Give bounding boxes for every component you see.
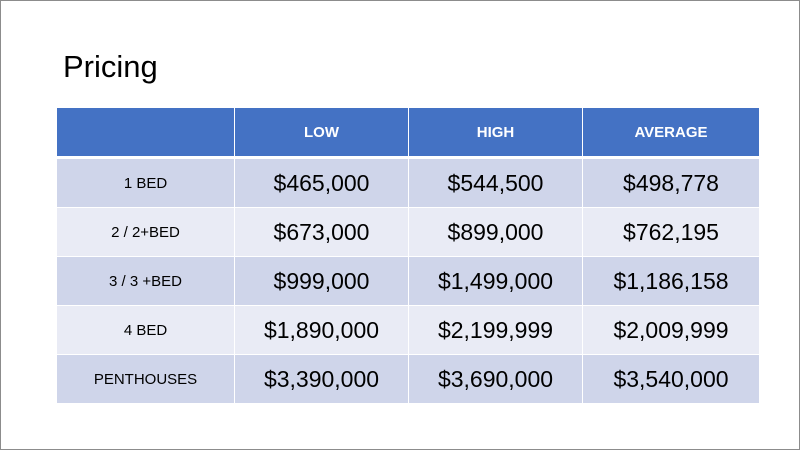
low-price-cell: $3,390,000 bbox=[235, 355, 409, 404]
slide-title: Pricing bbox=[63, 49, 158, 84]
table-row: 1 BED $465,000 $544,500 $498,778 bbox=[57, 159, 759, 208]
high-price-cell: $544,500 bbox=[409, 159, 583, 208]
pricing-table: LOW HIGH AVERAGE 1 BED $465,000 $544,500… bbox=[57, 108, 759, 404]
row-label: 2 / 2+BED bbox=[57, 208, 235, 257]
row-label: PENTHOUSES bbox=[57, 355, 235, 404]
high-price-cell: $3,690,000 bbox=[409, 355, 583, 404]
table-row: PENTHOUSES $3,390,000 $3,690,000 $3,540,… bbox=[57, 355, 759, 404]
average-price-cell: $498,778 bbox=[583, 159, 759, 208]
header-cell-high: HIGH bbox=[409, 108, 583, 159]
high-price-cell: $1,499,000 bbox=[409, 257, 583, 306]
header-cell-blank bbox=[57, 108, 235, 159]
table-row: 2 / 2+BED $673,000 $899,000 $762,195 bbox=[57, 208, 759, 257]
low-price-cell: $465,000 bbox=[235, 159, 409, 208]
average-price-cell: $1,186,158 bbox=[583, 257, 759, 306]
high-price-cell: $899,000 bbox=[409, 208, 583, 257]
average-price-cell: $2,009,999 bbox=[583, 306, 759, 355]
table-header-row: LOW HIGH AVERAGE bbox=[57, 108, 759, 159]
table-row: 3 / 3 +BED $999,000 $1,499,000 $1,186,15… bbox=[57, 257, 759, 306]
low-price-cell: $999,000 bbox=[235, 257, 409, 306]
row-label: 3 / 3 +BED bbox=[57, 257, 235, 306]
low-price-cell: $673,000 bbox=[235, 208, 409, 257]
row-label: 1 BED bbox=[57, 159, 235, 208]
high-price-cell: $2,199,999 bbox=[409, 306, 583, 355]
average-price-cell: $3,540,000 bbox=[583, 355, 759, 404]
header-cell-average: AVERAGE bbox=[583, 108, 759, 159]
low-price-cell: $1,890,000 bbox=[235, 306, 409, 355]
header-cell-low: LOW bbox=[235, 108, 409, 159]
table-row: 4 BED $1,890,000 $2,199,999 $2,009,999 bbox=[57, 306, 759, 355]
average-price-cell: $762,195 bbox=[583, 208, 759, 257]
row-label: 4 BED bbox=[57, 306, 235, 355]
